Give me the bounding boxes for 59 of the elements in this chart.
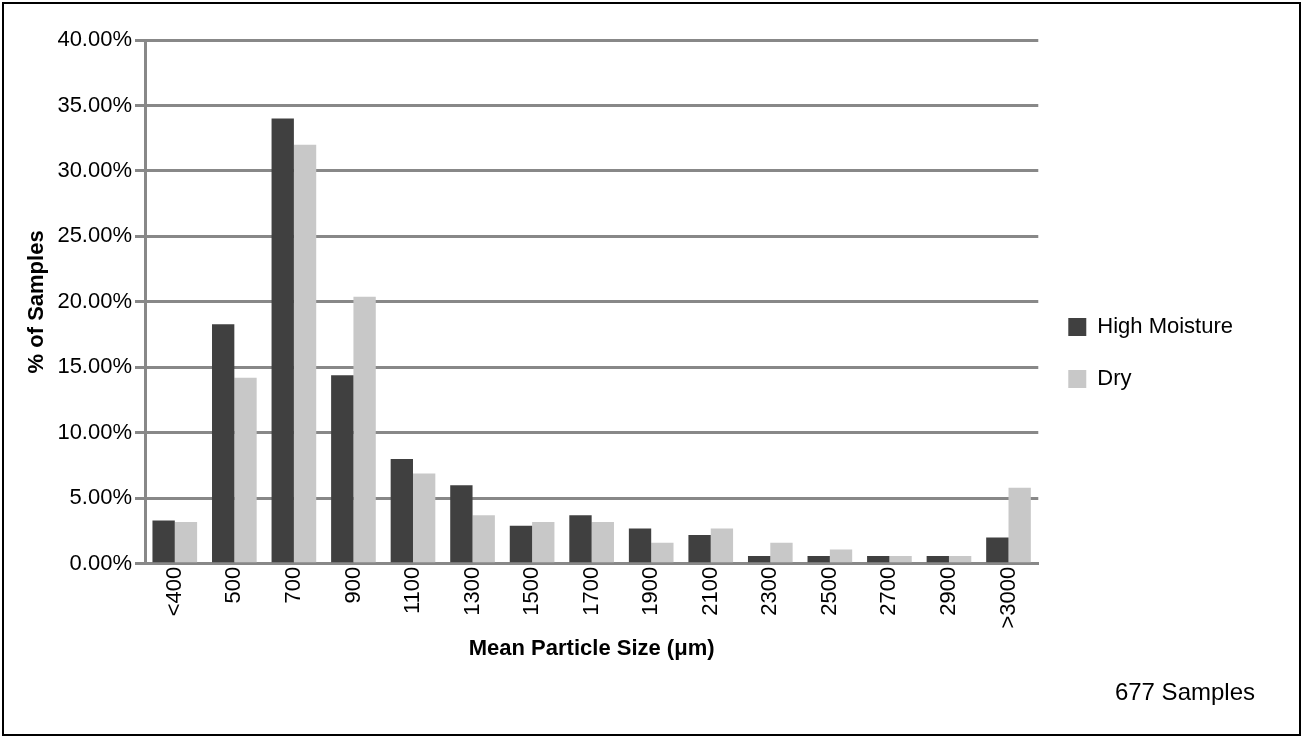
bar — [926, 555, 949, 563]
legend-label: Dry — [1097, 365, 1132, 391]
x-tick-label: 2700 — [875, 566, 901, 616]
x-tick-label: 1500 — [518, 566, 544, 616]
y-axis-title: % of Samples — [23, 230, 49, 374]
x-tick-label: 1100 — [399, 566, 425, 615]
bar — [532, 521, 555, 563]
x-tick-label: 900 — [339, 566, 365, 604]
x-tick-label: <400 — [160, 566, 186, 617]
x-tick-label: 700 — [279, 566, 305, 604]
bar — [829, 549, 853, 563]
bar — [234, 377, 257, 563]
y-tick-label: 0.00% — [69, 549, 133, 575]
bar — [212, 324, 235, 563]
bar — [628, 528, 652, 563]
y-tick-label: 35.00% — [57, 91, 133, 117]
x-tick-label: 2300 — [756, 566, 782, 616]
bar — [509, 525, 533, 563]
bar — [271, 118, 294, 563]
bar — [986, 537, 1009, 563]
bar — [591, 521, 614, 563]
bar — [770, 542, 793, 563]
bar — [413, 473, 436, 563]
bar — [867, 555, 890, 563]
bar — [807, 555, 830, 563]
x-axis-title: Mean Particle Size (μm) — [468, 634, 715, 660]
bar — [174, 521, 198, 563]
bar — [651, 542, 674, 563]
y-tick-label: 15.00% — [57, 353, 133, 379]
y-tick-label: 30.00% — [57, 157, 133, 183]
bar — [450, 485, 473, 563]
x-tick-label: 500 — [220, 566, 246, 604]
x-tick-label: 1700 — [577, 566, 603, 616]
y-tick-label: 5.00% — [69, 484, 133, 510]
bar — [390, 459, 413, 563]
bar — [152, 520, 175, 563]
bar — [710, 528, 734, 563]
y-tick-label: 25.00% — [57, 222, 133, 248]
x-tick-label: >3000 — [994, 566, 1020, 629]
x-tick-label: 2100 — [696, 566, 722, 616]
bar — [1008, 487, 1031, 563]
bar — [331, 375, 354, 563]
x-tick-label: 1900 — [637, 566, 663, 616]
bar — [889, 555, 912, 563]
bar — [293, 144, 317, 563]
bar — [569, 515, 592, 563]
bar — [353, 296, 376, 563]
x-tick-label: 1300 — [458, 566, 484, 616]
legend-label: High Moisture — [1097, 313, 1233, 339]
bar — [747, 555, 771, 563]
x-tick-label: 2900 — [935, 566, 961, 616]
text: 677 Samples — [1114, 677, 1255, 705]
bar — [948, 555, 972, 563]
y-tick-label: 20.00% — [57, 287, 133, 313]
y-tick-label: 40.00% — [57, 26, 133, 52]
x-tick-label: 2500 — [815, 566, 841, 616]
y-tick-label: 10.00% — [57, 418, 133, 444]
bar — [688, 535, 711, 563]
bar — [472, 515, 495, 563]
